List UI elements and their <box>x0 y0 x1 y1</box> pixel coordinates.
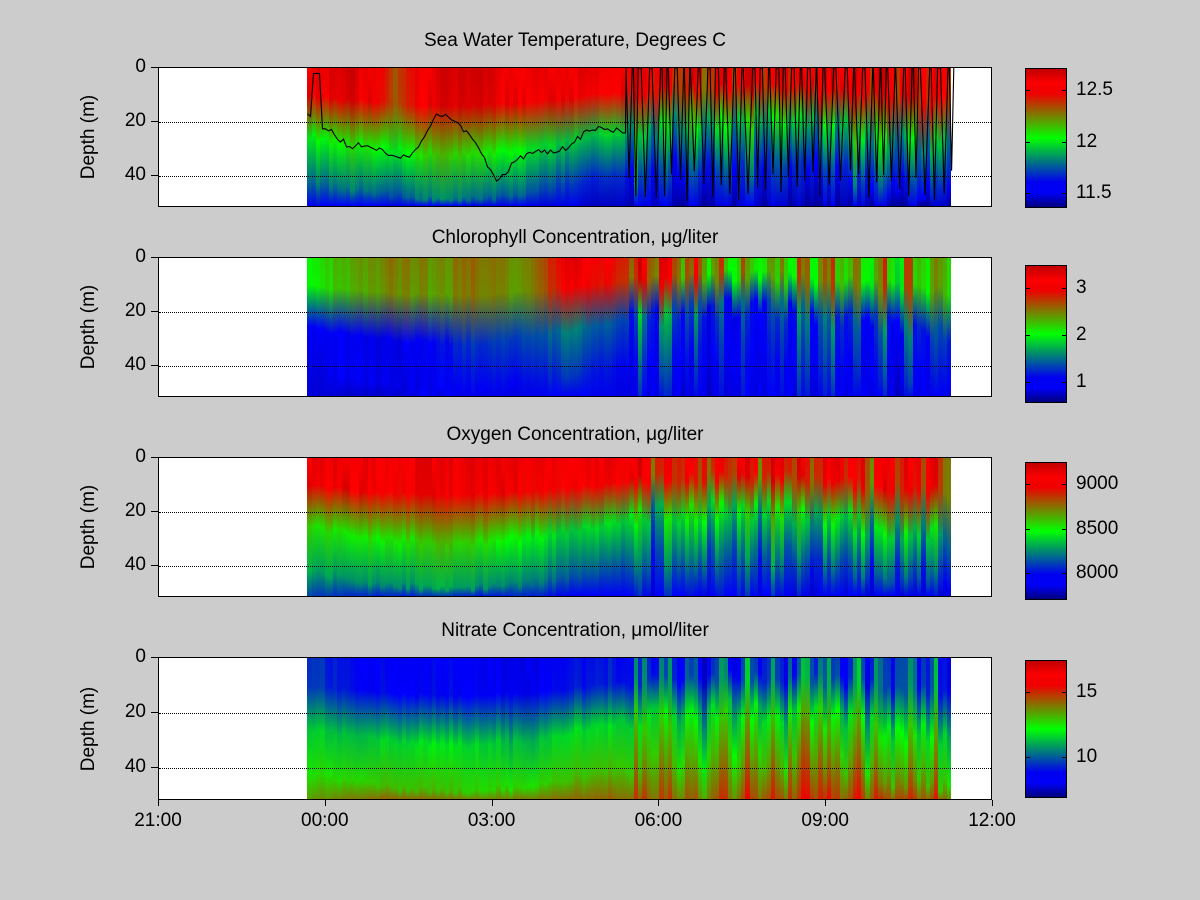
ytick-label-40: 40 <box>124 353 146 375</box>
ytick-mark <box>151 257 158 258</box>
xtick-label-0900: 09:00 <box>801 810 849 831</box>
colorbar-tick-mark <box>1025 192 1030 194</box>
colorbar-tick-mark <box>1062 141 1067 143</box>
axes-chlorophyll-concentration[interactable] <box>158 257 992 397</box>
colorbar-tick-mark <box>1062 288 1067 290</box>
colorbar-oxygen-concentration[interactable] <box>1025 462 1067 600</box>
section-field-nitrate-concentration <box>307 658 952 799</box>
ytick-label-0: 0 <box>135 246 146 267</box>
ytick-label-40: 40 <box>124 756 146 777</box>
xtick-label-1200: 12:00 <box>968 810 1016 831</box>
panel-title-oxygen-concentration: Oxygen Concentration, μg/liter <box>446 424 704 445</box>
colorbar-tick-mark <box>1062 335 1067 337</box>
colorbar-tick-mark <box>1025 381 1030 383</box>
colorbar-tick-mark <box>1062 756 1067 758</box>
axes-sea-water-temperature[interactable] <box>158 67 992 207</box>
ytick-label-20: 20 <box>124 299 146 321</box>
section-field-chlorophyll-concentration <box>307 258 952 396</box>
xtick-mark <box>992 800 993 806</box>
ytick-label-40: 40 <box>124 163 146 185</box>
colorbar-tick-mark <box>1025 335 1030 337</box>
ytick-label-40: 40 <box>124 553 146 575</box>
xtick-mark <box>658 800 660 806</box>
axes-oxygen-concentration[interactable] <box>158 457 992 597</box>
ytick-mark <box>151 767 158 768</box>
colorbar-tick-mark <box>1062 192 1067 194</box>
colorbar-tick-mark <box>1025 484 1030 486</box>
colorbar-tick-mark <box>1025 90 1030 92</box>
ytick-mark <box>151 564 158 566</box>
colorbar-tick-mark <box>1062 692 1067 694</box>
profile-trace-temperature <box>307 68 955 202</box>
colorbar-tick-mark <box>1025 528 1030 530</box>
xtick-mark <box>491 800 493 806</box>
colorbar-tick-label: 8500 <box>1076 517 1119 539</box>
ytick-mark <box>151 67 158 68</box>
colorbar-nitrate-concentration[interactable] <box>1025 660 1067 798</box>
colorbar-tick-label: 10 <box>1076 745 1098 767</box>
colorbar-tick-label: 12.5 <box>1076 79 1113 101</box>
ytick-mark <box>151 174 158 176</box>
panel-title-chlorophyll-concentration: Chlorophyll Concentration, μg/liter <box>431 227 719 248</box>
xtick-mark <box>324 800 326 806</box>
ylabel-depth: Depth (m) <box>78 484 99 570</box>
colorbar-chlorophyll-concentration[interactable] <box>1025 265 1067 403</box>
ytick-label-0: 0 <box>135 446 146 467</box>
ytick-mark <box>151 657 158 658</box>
xtick-mark <box>158 800 159 806</box>
colorbar-tick-mark <box>1025 756 1030 758</box>
colorbar-tick-label: 15 <box>1076 681 1098 703</box>
xtick-label-2100: 21:00 <box>134 810 182 831</box>
ylabel-depth: Depth (m) <box>78 284 99 370</box>
ytick-label-20: 20 <box>124 701 146 722</box>
colorbar-tick-mark <box>1062 90 1067 92</box>
xtick-label-0300: 03:00 <box>467 810 516 831</box>
colorbar-tick-mark <box>1025 141 1030 143</box>
colorbar-tick-mark <box>1062 484 1067 486</box>
colorbar-tick-label: 11.5 <box>1076 181 1112 203</box>
colorbar-tick-label: 8000 <box>1076 562 1119 584</box>
xtick-label-0000: 00:00 <box>301 810 349 831</box>
colorbar-tick-label: 9000 <box>1076 473 1119 495</box>
ylabel-depth: Depth (m) <box>78 686 99 771</box>
xtick-mark <box>825 800 827 806</box>
ytick-label-20: 20 <box>124 109 146 131</box>
colorbar-tick-mark <box>1062 528 1067 530</box>
panel-title-nitrate-concentration: Nitrate Concentration, μmol/liter <box>441 620 709 641</box>
ytick-mark <box>151 120 158 122</box>
ytick-mark <box>151 712 158 713</box>
ytick-mark <box>151 310 158 312</box>
colorbar-tick-mark <box>1025 288 1030 290</box>
ytick-label-0: 0 <box>135 646 146 667</box>
xtick-label-0600: 06:00 <box>634 810 683 831</box>
colorbar-sea-water-temperature[interactable] <box>1025 68 1067 208</box>
ytick-label-0: 0 <box>135 56 146 77</box>
colorbar-tick-mark <box>1025 573 1030 575</box>
colorbar-tick-mark <box>1025 692 1030 694</box>
ytick-mark <box>151 510 158 512</box>
ytick-mark <box>151 364 158 366</box>
ytick-label-20: 20 <box>124 499 146 521</box>
colorbar-tick-label: 12 <box>1076 130 1098 152</box>
ylabel-depth: Depth (m) <box>78 94 99 180</box>
colorbar-tick-label: 2 <box>1076 324 1087 346</box>
colorbar-tick-mark <box>1062 381 1067 383</box>
colorbar-tick-mark <box>1062 573 1067 575</box>
panel-title-sea-water-temperature: Sea Water Temperature, Degrees C <box>423 30 727 51</box>
colorbar-tick-label: 1 <box>1076 370 1087 392</box>
ytick-mark <box>151 457 158 458</box>
section-field-oxygen-concentration <box>307 458 952 596</box>
colorbar-tick-label: 3 <box>1076 277 1087 299</box>
axes-nitrate-concentration[interactable] <box>158 657 992 800</box>
